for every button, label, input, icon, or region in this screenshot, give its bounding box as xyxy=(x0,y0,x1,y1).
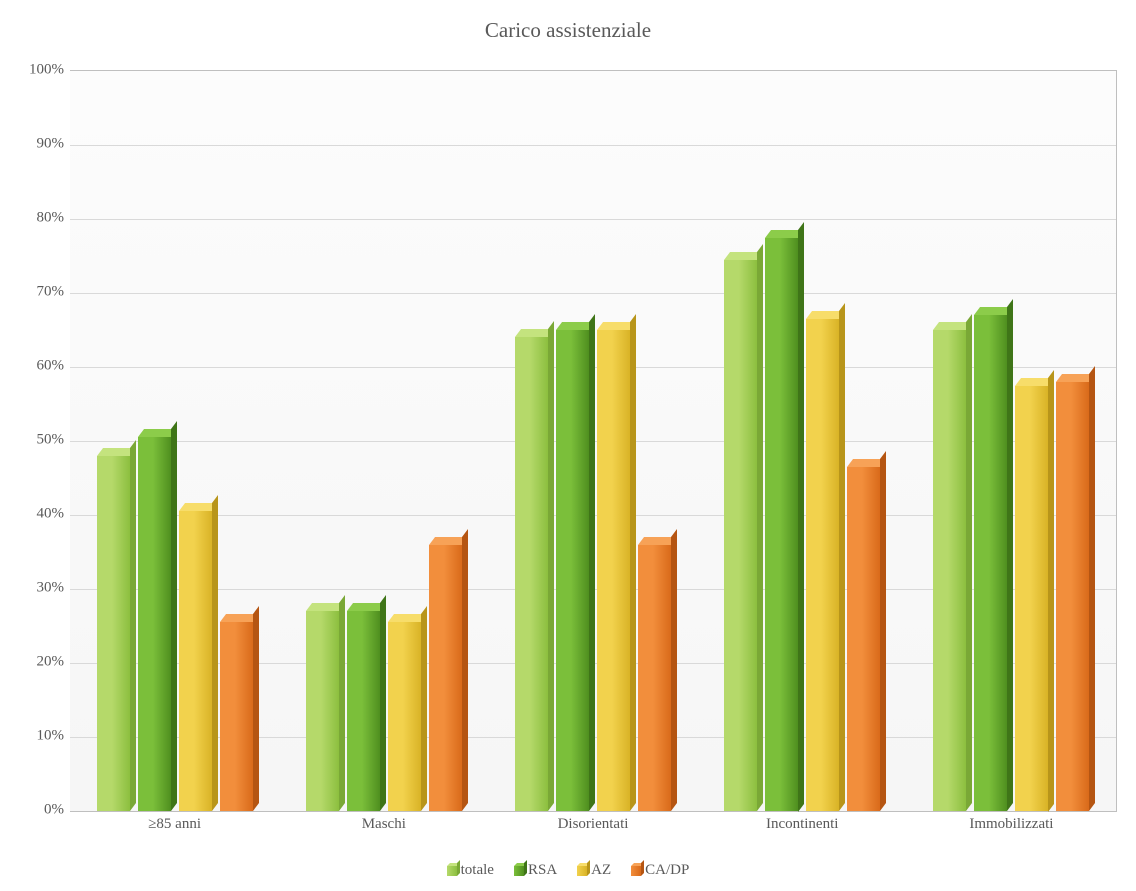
chart-title: Carico assistenziale xyxy=(0,0,1136,43)
y-tick-label: 50% xyxy=(14,432,64,449)
legend-label: CA/DP xyxy=(645,862,689,878)
bar xyxy=(556,330,589,811)
y-tick-label: 30% xyxy=(14,580,64,597)
legend-item: AZ xyxy=(577,862,611,879)
legend-label: RSA xyxy=(528,862,557,878)
bar xyxy=(179,511,212,811)
y-tick-label: 20% xyxy=(14,654,64,671)
gridline xyxy=(70,293,1116,294)
bar xyxy=(638,545,671,811)
bar xyxy=(429,545,462,811)
y-tick-label: 80% xyxy=(14,210,64,227)
legend-label: AZ xyxy=(591,862,611,878)
legend-label: totale xyxy=(461,862,494,878)
y-tick-label: 40% xyxy=(14,506,64,523)
bar xyxy=(597,330,630,811)
x-tick-label: Maschi xyxy=(362,816,406,833)
y-tick-label: 10% xyxy=(14,728,64,745)
x-tick-label: Incontinenti xyxy=(766,816,838,833)
x-tick-label: Immobilizzati xyxy=(969,816,1053,833)
chart-container: Carico assistenziale 0% 10% 20% 30% 40% 50% 60… xyxy=(0,0,1136,891)
y-tick-label: 90% xyxy=(14,136,64,153)
bar xyxy=(515,337,548,811)
bar xyxy=(933,330,966,811)
y-tick-label: 0% xyxy=(14,802,64,819)
bar xyxy=(388,622,421,811)
x-tick-label: ≥85 anni xyxy=(148,816,201,833)
bar xyxy=(806,319,839,811)
y-tick-label: 70% xyxy=(14,284,64,301)
legend: totale RSA AZ CA/DP xyxy=(0,862,1136,879)
bar xyxy=(220,622,253,811)
bar xyxy=(1056,382,1089,811)
bar xyxy=(306,611,339,811)
legend-item: totale xyxy=(447,862,494,879)
bar xyxy=(97,456,130,811)
bar xyxy=(974,315,1007,811)
gridline xyxy=(70,219,1116,220)
y-tick-label: 60% xyxy=(14,358,64,375)
legend-item: CA/DP xyxy=(631,862,689,879)
x-tick-label: Disorientati xyxy=(558,816,629,833)
bar xyxy=(765,238,798,812)
gridline xyxy=(70,145,1116,146)
bar xyxy=(138,437,171,811)
y-tick-label: 100% xyxy=(14,62,64,79)
bar xyxy=(847,467,880,811)
legend-swatch xyxy=(631,866,641,876)
legend-swatch xyxy=(577,866,587,876)
plot-area xyxy=(70,70,1117,812)
legend-swatch xyxy=(514,866,524,876)
bar xyxy=(1015,386,1048,812)
legend-item: RSA xyxy=(514,862,557,879)
bar xyxy=(347,611,380,811)
legend-swatch xyxy=(447,866,457,876)
bar xyxy=(724,260,757,811)
